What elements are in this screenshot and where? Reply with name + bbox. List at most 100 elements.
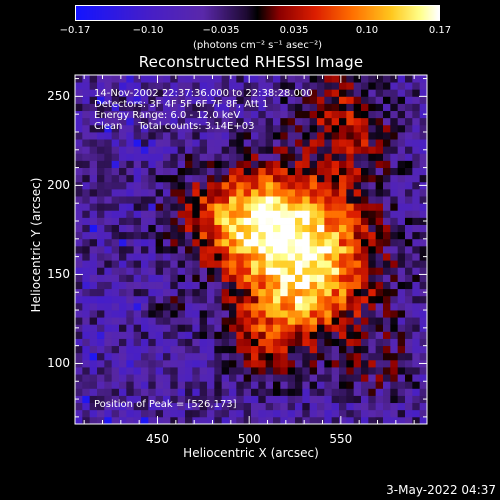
heatmap-pixel bbox=[251, 82, 259, 90]
heatmap-pixel bbox=[221, 310, 230, 318]
heatmap-pixel bbox=[368, 131, 377, 140]
heatmap-pixel bbox=[397, 338, 406, 347]
heatmap-pixel bbox=[295, 103, 303, 112]
heatmap-pixel bbox=[75, 167, 83, 176]
heatmap-pixel bbox=[412, 331, 421, 339]
heatmap-pixel bbox=[375, 281, 384, 290]
heatmap-pixel bbox=[317, 217, 325, 225]
heatmap-pixel bbox=[251, 103, 259, 112]
heatmap-pixel bbox=[368, 288, 377, 297]
heatmap-pixel bbox=[339, 139, 347, 147]
heatmap-pixel bbox=[207, 409, 215, 418]
heatmap-pixel bbox=[412, 217, 421, 225]
heatmap-pixel bbox=[258, 416, 267, 425]
heatmap-pixel bbox=[368, 96, 377, 104]
heatmap-pixel bbox=[155, 253, 164, 261]
heatmap-pixel bbox=[397, 131, 406, 140]
heatmap-pixel bbox=[383, 124, 391, 133]
heatmap-pixel bbox=[141, 82, 149, 90]
heatmap-pixel bbox=[265, 210, 274, 218]
heatmap-pixel bbox=[412, 103, 421, 112]
heatmap-pixel bbox=[419, 203, 428, 211]
heatmap-pixel bbox=[133, 317, 142, 325]
heatmap-pixel bbox=[368, 103, 377, 112]
heatmap-pixel bbox=[353, 359, 362, 368]
heatmap-pixel bbox=[207, 181, 215, 190]
heatmap-pixel bbox=[199, 82, 208, 90]
heatmap-pixel bbox=[89, 231, 98, 240]
heatmap-pixel bbox=[309, 295, 318, 304]
heatmap-pixel bbox=[75, 203, 83, 211]
heatmap-pixel bbox=[280, 110, 289, 119]
heatmap-pixel bbox=[287, 96, 296, 104]
heatmap-pixel bbox=[390, 153, 399, 161]
heatmap-pixel bbox=[412, 288, 421, 297]
heatmap-pixel bbox=[383, 338, 391, 347]
y-tick-label: 150 bbox=[47, 267, 70, 282]
heatmap-pixel bbox=[346, 416, 355, 425]
heatmap-pixel bbox=[207, 231, 215, 240]
heatmap-pixel bbox=[317, 317, 325, 325]
heatmap-pixel bbox=[199, 217, 208, 225]
heatmap-pixel bbox=[353, 224, 362, 233]
heatmap-pixel bbox=[170, 409, 179, 418]
heatmap-pixel bbox=[368, 89, 377, 97]
heatmap-pixel bbox=[111, 288, 120, 297]
heatmap-pixel bbox=[265, 288, 274, 297]
heatmap-pixel bbox=[390, 231, 399, 240]
heatmap-pixel bbox=[273, 388, 281, 396]
heatmap-pixel bbox=[339, 89, 347, 97]
heatmap-pixel bbox=[317, 203, 325, 211]
heatmap-pixel bbox=[163, 167, 171, 176]
heatmap-pixel bbox=[214, 253, 223, 261]
heatmap-pixel bbox=[368, 210, 377, 218]
heatmap-pixel bbox=[339, 167, 347, 176]
heatmap-pixel bbox=[141, 295, 149, 304]
heatmap-pixel bbox=[324, 231, 333, 240]
heatmap-pixel bbox=[361, 160, 369, 168]
heatmap-pixel bbox=[339, 317, 347, 325]
heatmap-pixel bbox=[265, 167, 274, 176]
heatmap-pixel bbox=[148, 231, 157, 240]
heatmap-pixel bbox=[258, 388, 267, 396]
heatmap-pixel bbox=[397, 82, 406, 90]
heatmap-pixel bbox=[390, 131, 399, 140]
heatmap-pixel bbox=[75, 295, 83, 304]
heatmap-pixel bbox=[126, 295, 135, 304]
heatmap-pixel bbox=[361, 331, 369, 339]
heatmap-pixel bbox=[126, 338, 135, 347]
heatmap-pixel bbox=[383, 117, 391, 126]
heatmap-pixel bbox=[177, 82, 186, 90]
heatmap-pixel bbox=[75, 117, 83, 126]
heatmap-pixel bbox=[383, 352, 391, 361]
heatmap-pixel bbox=[346, 267, 355, 275]
heatmap-pixel bbox=[339, 245, 347, 254]
heatmap-pixel bbox=[324, 124, 333, 133]
heatmap-pixel bbox=[119, 75, 127, 83]
heatmap-pixel bbox=[317, 89, 325, 97]
heatmap-pixel bbox=[375, 238, 384, 247]
heatmap-pixel bbox=[214, 302, 223, 311]
heatmap-pixel bbox=[353, 416, 362, 425]
heatmap-pixel bbox=[163, 281, 171, 290]
heatmap-pixel bbox=[119, 288, 127, 297]
heatmap-pixel bbox=[155, 267, 164, 275]
heatmap-pixel bbox=[207, 395, 215, 404]
heatmap-pixel bbox=[309, 281, 318, 290]
heatmap-pixel bbox=[361, 89, 369, 97]
heatmap-pixel bbox=[390, 160, 399, 168]
heatmap-pixel bbox=[192, 188, 201, 197]
heatmap-pixel bbox=[155, 103, 164, 112]
heatmap-pixel bbox=[251, 374, 259, 382]
heatmap-pixel bbox=[192, 224, 201, 233]
heatmap-pixel bbox=[111, 160, 120, 168]
heatmap-pixel bbox=[353, 217, 362, 225]
heatmap-pixel bbox=[397, 181, 406, 190]
heatmap-pixel bbox=[126, 253, 135, 261]
heatmap-pixel bbox=[390, 224, 399, 233]
heatmap-pixel bbox=[258, 402, 267, 411]
heatmap-pixel bbox=[82, 260, 91, 268]
heatmap-pixel bbox=[170, 338, 179, 347]
heatmap-pixel bbox=[126, 131, 135, 140]
heatmap-pixel bbox=[243, 367, 252, 375]
